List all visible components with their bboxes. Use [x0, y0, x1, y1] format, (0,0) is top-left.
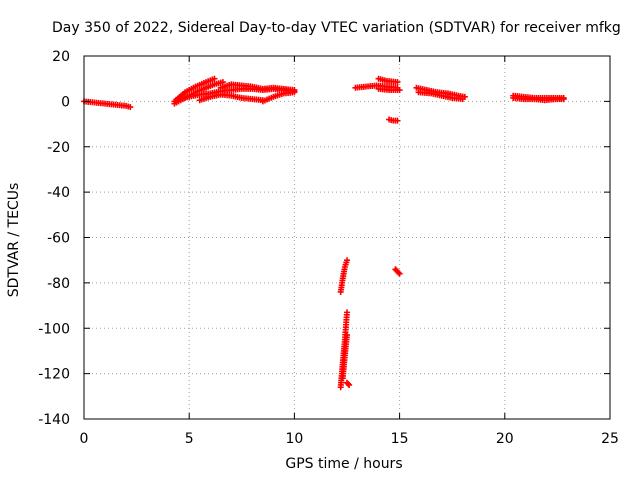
y-tick-label: 20: [52, 49, 70, 65]
y-tick-label: -40: [47, 185, 70, 201]
x-tick-label: 25: [601, 431, 619, 447]
data-point: [560, 96, 567, 103]
grid: [84, 56, 610, 419]
y-tick-label: -140: [38, 412, 70, 428]
y-tick-label: -20: [47, 140, 70, 156]
data-point: [291, 89, 298, 96]
data-point: [211, 75, 218, 82]
data-segment: [510, 94, 567, 104]
data-point: [396, 270, 403, 277]
data-segment: [375, 85, 403, 94]
data-segment: [171, 75, 218, 105]
data-point: [344, 257, 350, 264]
chart-title: Day 350 of 2022, Sidereal Day-to-day VTE…: [52, 20, 621, 36]
data-segment: [339, 332, 350, 382]
x-tick-label: 0: [80, 431, 89, 447]
axis-ticks: 0 5 10 15 20 25 -140 -120 -100 -80 -60 -40 -20 0 20: [38, 49, 619, 447]
data-point: [394, 117, 401, 124]
data-point: [345, 380, 352, 387]
data-point: [127, 104, 134, 111]
data-segment: [344, 379, 353, 388]
data-segment: [392, 266, 403, 277]
data-segment: [386, 116, 401, 124]
x-tick-label: 20: [496, 431, 514, 447]
y-tick-label: 0: [61, 94, 70, 110]
data-point: [344, 309, 350, 316]
x-axis-label: GPS time / hours: [285, 456, 403, 472]
x-tick-label: 15: [391, 431, 409, 447]
data-point: [346, 381, 353, 388]
data-points: [81, 75, 567, 391]
data-point: [394, 79, 401, 86]
data-segment: [415, 89, 466, 103]
data-segment: [337, 257, 350, 295]
data-point: [459, 96, 466, 103]
x-tick-label: 5: [185, 431, 194, 447]
data-segment: [375, 75, 401, 86]
data-segment: [81, 98, 134, 111]
y-tick-label: -120: [38, 367, 70, 383]
y-tick-label: -60: [47, 231, 70, 247]
x-tick-label: 10: [285, 431, 303, 447]
y-tick-label: -80: [47, 276, 70, 292]
data-point: [395, 269, 402, 276]
data-point: [344, 332, 350, 339]
data-point: [396, 87, 403, 94]
y-tick-label: -100: [38, 321, 70, 337]
data-segment: [259, 89, 298, 105]
